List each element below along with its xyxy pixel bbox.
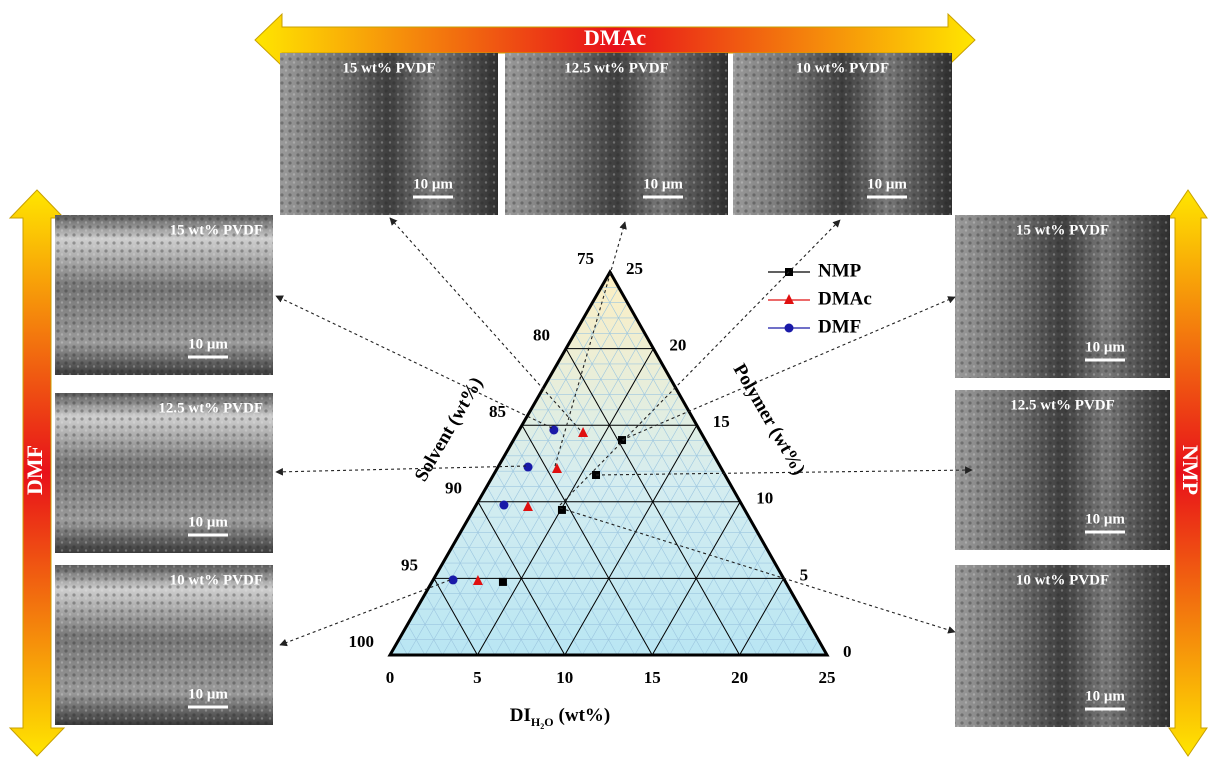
scale-label: 10 μm — [867, 176, 907, 192]
sem-texture — [55, 215, 273, 375]
legend-label: DMAc — [818, 288, 872, 309]
scale-label: 10 μm — [188, 514, 228, 530]
x-tick-label: 20 — [731, 668, 748, 687]
image-title: 10 wt% PVDF — [170, 572, 263, 588]
y-axis-label: Polymer (wt%) — [729, 360, 810, 478]
z-tick-label: 75 — [577, 249, 594, 268]
sem-texture — [280, 53, 498, 215]
group-label: DMAc — [584, 25, 647, 50]
x-tick-label: 15 — [644, 668, 661, 687]
sem-texture — [955, 565, 1170, 727]
data-point — [524, 463, 533, 472]
image-title: 15 wt% PVDF — [1016, 222, 1109, 238]
y-tick-label: 5 — [800, 565, 809, 584]
legend-label: NMP — [818, 260, 862, 281]
sem-texture — [505, 53, 728, 215]
z-tick-label: 100 — [349, 632, 375, 651]
x-tick-label: 0 — [386, 668, 395, 687]
image-title: 12.5 wt% PVDF — [564, 60, 669, 76]
y-tick-label: 25 — [626, 259, 643, 278]
x-tick-label: 25 — [819, 668, 836, 687]
scale-label: 10 μm — [643, 176, 683, 192]
image-title: 10 wt% PVDF — [796, 60, 889, 76]
group-label: NMP — [1178, 445, 1203, 495]
scale-label: 10 μm — [1085, 511, 1125, 527]
x-label-unit: (wt%) — [559, 705, 611, 726]
sem-texture — [955, 215, 1170, 378]
legend-marker — [784, 294, 794, 304]
image-title: 15 wt% PVDF — [342, 60, 435, 76]
image-title: 15 wt% PVDF — [170, 222, 263, 238]
sem-texture — [955, 390, 1170, 550]
x-label-main: DI — [510, 705, 531, 726]
figure: DMAc 15 wt% PVDF 10 μm 12.5 wt% PVDF 10 μm 10… — [0, 0, 1208, 757]
scale-label: 10 μm — [188, 686, 228, 702]
scale-label: 10 μm — [1085, 339, 1125, 355]
y-tick-label: 10 — [756, 489, 773, 508]
x-axis-label: DIH2O(wt%) — [510, 705, 611, 730]
data-point — [618, 436, 626, 444]
z-tick-label: 90 — [445, 479, 462, 498]
data-point — [499, 501, 508, 510]
y-tick-label: 20 — [669, 336, 686, 355]
triangle-fill — [390, 272, 827, 655]
legend-marker — [785, 324, 794, 333]
x-tick-label: 10 — [556, 668, 573, 687]
legend-label: DMF — [818, 316, 861, 337]
dashed-link — [276, 296, 552, 428]
sem-texture — [55, 565, 273, 725]
data-point — [558, 506, 566, 514]
scale-label: 10 μm — [413, 176, 453, 192]
image-title: 12.5 wt% PVDF — [158, 400, 263, 416]
image-title: 12.5 wt% PVDF — [1010, 397, 1115, 413]
sem-texture — [733, 53, 952, 215]
y-tick-label: 15 — [713, 412, 730, 431]
image-title: 10 wt% PVDF — [1016, 572, 1109, 588]
x-tick-label: 5 — [473, 668, 482, 687]
z-tick-label: 80 — [533, 326, 550, 345]
scale-label: 10 μm — [188, 336, 228, 352]
group-label: DMF — [22, 445, 47, 495]
dashed-link — [390, 218, 580, 430]
data-point — [499, 578, 507, 586]
dashed-link — [622, 297, 955, 440]
x-label-sub2: O — [544, 715, 553, 729]
sem-texture — [55, 393, 273, 553]
y-tick-label: 0 — [843, 642, 852, 661]
z-tick-label: 85 — [489, 402, 506, 421]
scale-label: 10 μm — [1085, 688, 1125, 704]
z-tick-label: 95 — [401, 555, 418, 574]
dashed-link — [276, 466, 526, 472]
